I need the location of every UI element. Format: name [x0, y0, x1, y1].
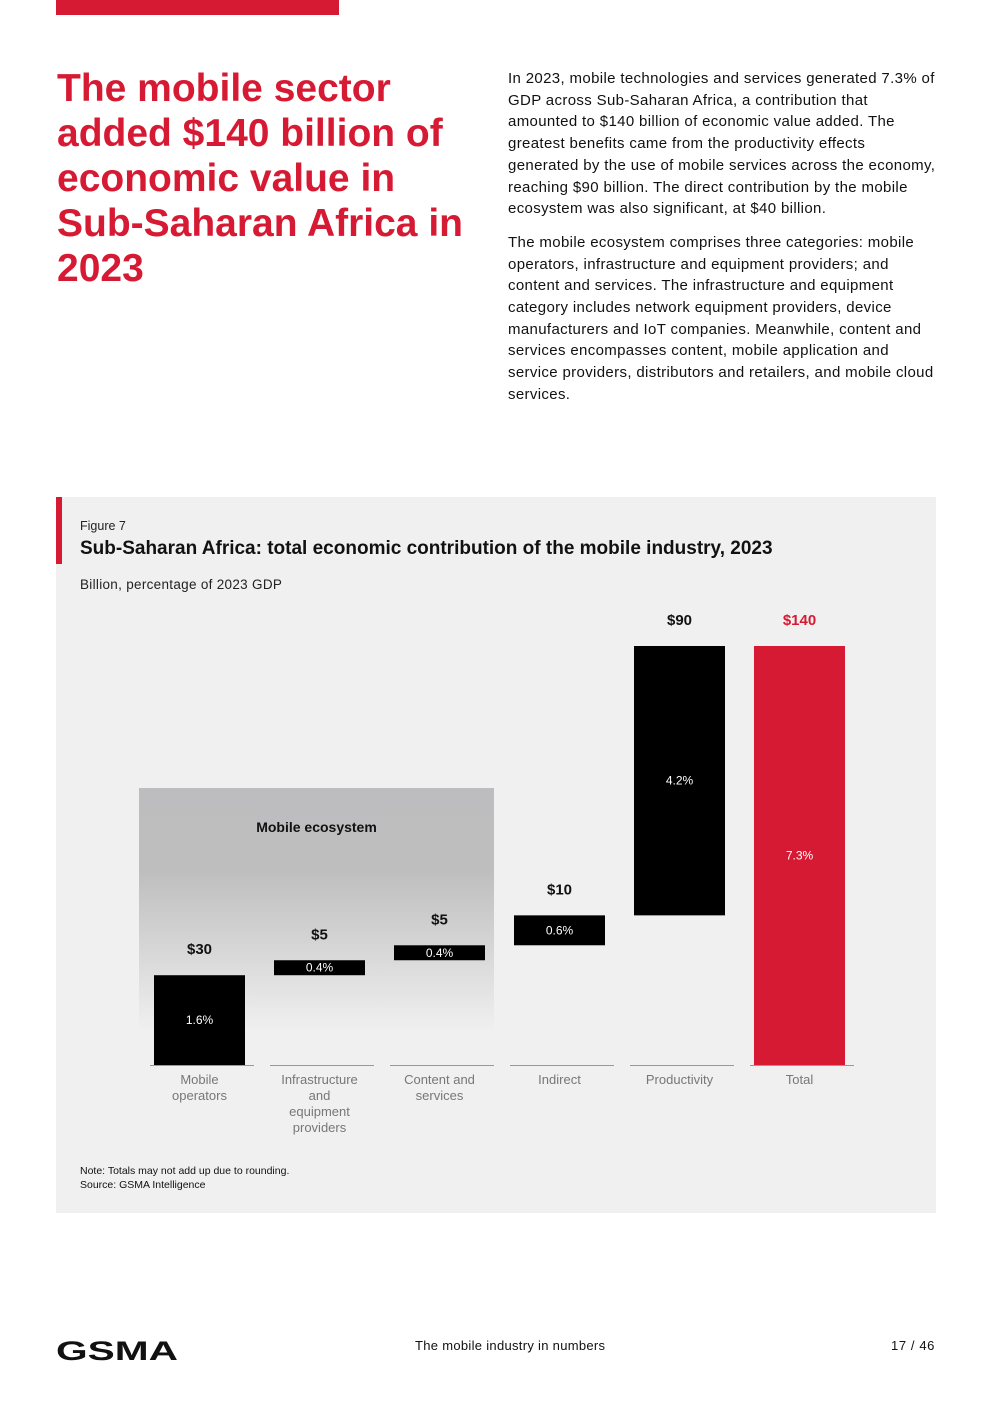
figure-label: Figure 7	[80, 519, 126, 533]
gsma-logo-text: GSMA	[56, 1338, 178, 1362]
ecosystem-group-label: Mobile ecosystem	[256, 819, 377, 835]
category-label-line: Infrastructure	[281, 1072, 358, 1087]
category-label-4: Indirect	[538, 1072, 581, 1087]
page-headline: The mobile sector added $140 billion of …	[57, 67, 463, 290]
category-label-line: Productivity	[646, 1072, 714, 1087]
bar-5	[634, 646, 725, 916]
value-label-4: $10	[547, 881, 572, 898]
figure-note: Note: Totals may not add up due to round…	[80, 1165, 290, 1177]
value-label-1: $30	[187, 941, 212, 958]
category-label-line: equipment	[289, 1104, 350, 1119]
gdp-share-label-6: 7.3%	[786, 849, 814, 863]
category-label-6: Total	[786, 1072, 814, 1087]
gsma-logo: GSMA	[56, 1338, 178, 1362]
bar-6	[754, 646, 845, 1065]
category-label-line: Indirect	[538, 1072, 581, 1087]
figure-subtitle: Billion, percentage of 2023 GDP	[80, 577, 283, 592]
category-label-line: Total	[786, 1072, 814, 1087]
category-label-line: Content and	[404, 1072, 475, 1087]
category-label-3: Content and services	[404, 1072, 475, 1103]
figure-title: Sub-Saharan Africa: total economic contr…	[80, 538, 773, 559]
gdp-share-label-3: 0.4%	[426, 946, 454, 960]
category-label-line: and	[309, 1088, 331, 1103]
bar-4	[514, 915, 605, 946]
value-label-3: $5	[431, 911, 448, 928]
value-label-6: $140	[783, 612, 816, 629]
category-label-line: services	[416, 1088, 464, 1103]
gdp-share-label-4: 0.6%	[546, 923, 574, 937]
category-label-line: operators	[172, 1088, 227, 1103]
bar-1	[154, 975, 245, 1065]
gdp-share-label-2: 0.4%	[306, 961, 334, 975]
value-label-5: $90	[667, 612, 692, 629]
category-label-5: Productivity	[646, 1072, 714, 1087]
body-paragraph-1: In 2023, mobile technologies and service…	[508, 70, 936, 218]
category-label-line: Mobile	[180, 1072, 218, 1087]
value-label-2: $5	[311, 926, 328, 943]
figure-accent-bar	[56, 497, 62, 564]
category-label-line: providers	[293, 1120, 347, 1135]
figure-source: Source: GSMA Intelligence	[80, 1179, 206, 1191]
category-label-1: Mobile operators	[172, 1072, 227, 1103]
figure-notes: Note: Totals may not add up due to round…	[80, 1164, 289, 1192]
bar-3	[394, 945, 485, 961]
top-accent-bar	[56, 0, 339, 15]
gdp-share-label-1: 1.6%	[186, 1013, 214, 1027]
page-number: 17 / 46	[891, 1338, 935, 1353]
body-paragraph-2: The mobile ecosystem comprises three cat…	[508, 233, 934, 403]
bar-2	[274, 960, 365, 976]
category-label-2: Infrastructure and equipment providers	[281, 1072, 358, 1135]
body-copy: In 2023, mobile technologies and service…	[508, 68, 940, 418]
gdp-share-label-5: 4.2%	[666, 774, 694, 788]
footer-title: The mobile industry in numbers	[415, 1338, 606, 1353]
